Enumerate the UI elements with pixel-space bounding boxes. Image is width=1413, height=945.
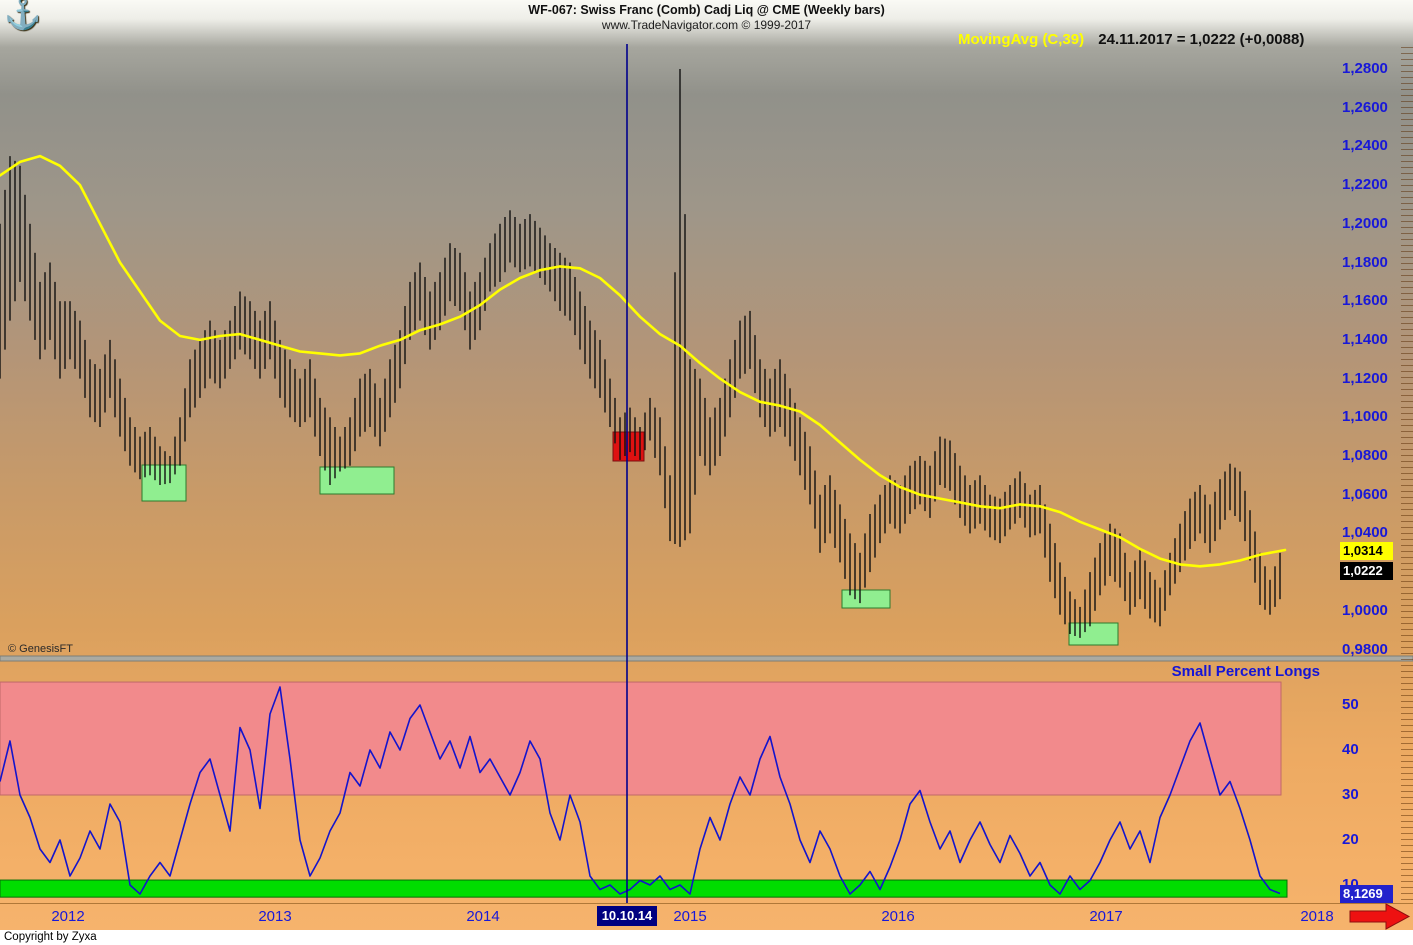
status-bar: Copyright by Zyxa: [0, 930, 1413, 945]
copyright-text: Copyright by Zyxa: [4, 931, 97, 943]
panel-divider[interactable]: [0, 655, 1413, 662]
x-axis-year-label: 2013: [258, 908, 292, 925]
price-tick: 1,2400: [1342, 137, 1388, 154]
genesis-watermark: © GenesisFT: [8, 643, 73, 655]
lower-panel-title[interactable]: Small Percent Longs: [1171, 663, 1320, 680]
x-axis-year-label: 2014: [466, 908, 500, 925]
support-box: [319, 466, 395, 495]
scroll-right-arrow[interactable]: [1349, 903, 1411, 930]
x-axis[interactable]: 2012 2013 2014 2015 2016 2017 2018: [0, 908, 1413, 930]
right-edge-ruler: [1401, 42, 1413, 904]
moving-average-line: [0, 154, 1287, 568]
percent-tick: 50: [1342, 696, 1359, 713]
signal-box: [612, 431, 645, 462]
price-tick: 1,1200: [1342, 370, 1388, 387]
support-box: [141, 464, 187, 502]
date-highlight-tag: 10.10.14: [597, 906, 657, 926]
x-axis-year-label: 2018: [1300, 908, 1334, 925]
percent-tick: 30: [1342, 786, 1359, 803]
indicator-readout: MovingAvg (C,39) 24.11.2017 = 1,0222 (+0…: [958, 31, 1304, 48]
price-tick: 1,2800: [1342, 60, 1388, 77]
price-tick: 1,2000: [1342, 215, 1388, 232]
lower-last-value-tag: 8,1269: [1340, 885, 1393, 903]
x-axis-year-label: 2015: [673, 908, 707, 925]
price-tick: 1,0400: [1342, 524, 1388, 541]
price-tick: 1,0800: [1342, 447, 1388, 464]
price-tick: 0,9800: [1342, 641, 1388, 658]
support-box: [841, 589, 891, 609]
chart-title: WF-067: Swiss Franc (Comb) Cadj Liq @ CM…: [528, 3, 885, 17]
price-tick: 1,1600: [1342, 292, 1388, 309]
price-tick: 1,1800: [1342, 254, 1388, 271]
percent-tick: 20: [1342, 831, 1359, 848]
price-tick: 1,0600: [1342, 486, 1388, 503]
x-axis-year-label: 2017: [1089, 908, 1123, 925]
indicator-label[interactable]: MovingAvg (C,39): [958, 31, 1085, 48]
oversold-zone: [0, 879, 1288, 898]
ma-price-tag: 1,0314: [1340, 542, 1393, 560]
chart-subtitle: www.TradeNavigator.com © 1999-2017: [601, 18, 812, 32]
percent-tick: 40: [1342, 741, 1359, 758]
percent-longs-line: [0, 686, 1281, 895]
price-tick: 1,1400: [1342, 331, 1388, 348]
overbought-zone: [0, 681, 1282, 796]
x-axis-year-label: 2012: [51, 908, 85, 925]
indicator-value: 24.11.2017 = 1,0222 (+0,0088): [1098, 31, 1305, 48]
x-axis-year-label: 2016: [881, 908, 915, 925]
price-tick: 1,2600: [1342, 99, 1388, 116]
last-price-tag: 1,0222: [1340, 562, 1393, 580]
price-tick: 1,1000: [1342, 408, 1388, 425]
anchor-icon: ⚓: [4, 0, 42, 31]
support-box: [1068, 622, 1119, 646]
price-tick: 1,0000: [1342, 602, 1388, 619]
price-tick: 1,2200: [1342, 176, 1388, 193]
